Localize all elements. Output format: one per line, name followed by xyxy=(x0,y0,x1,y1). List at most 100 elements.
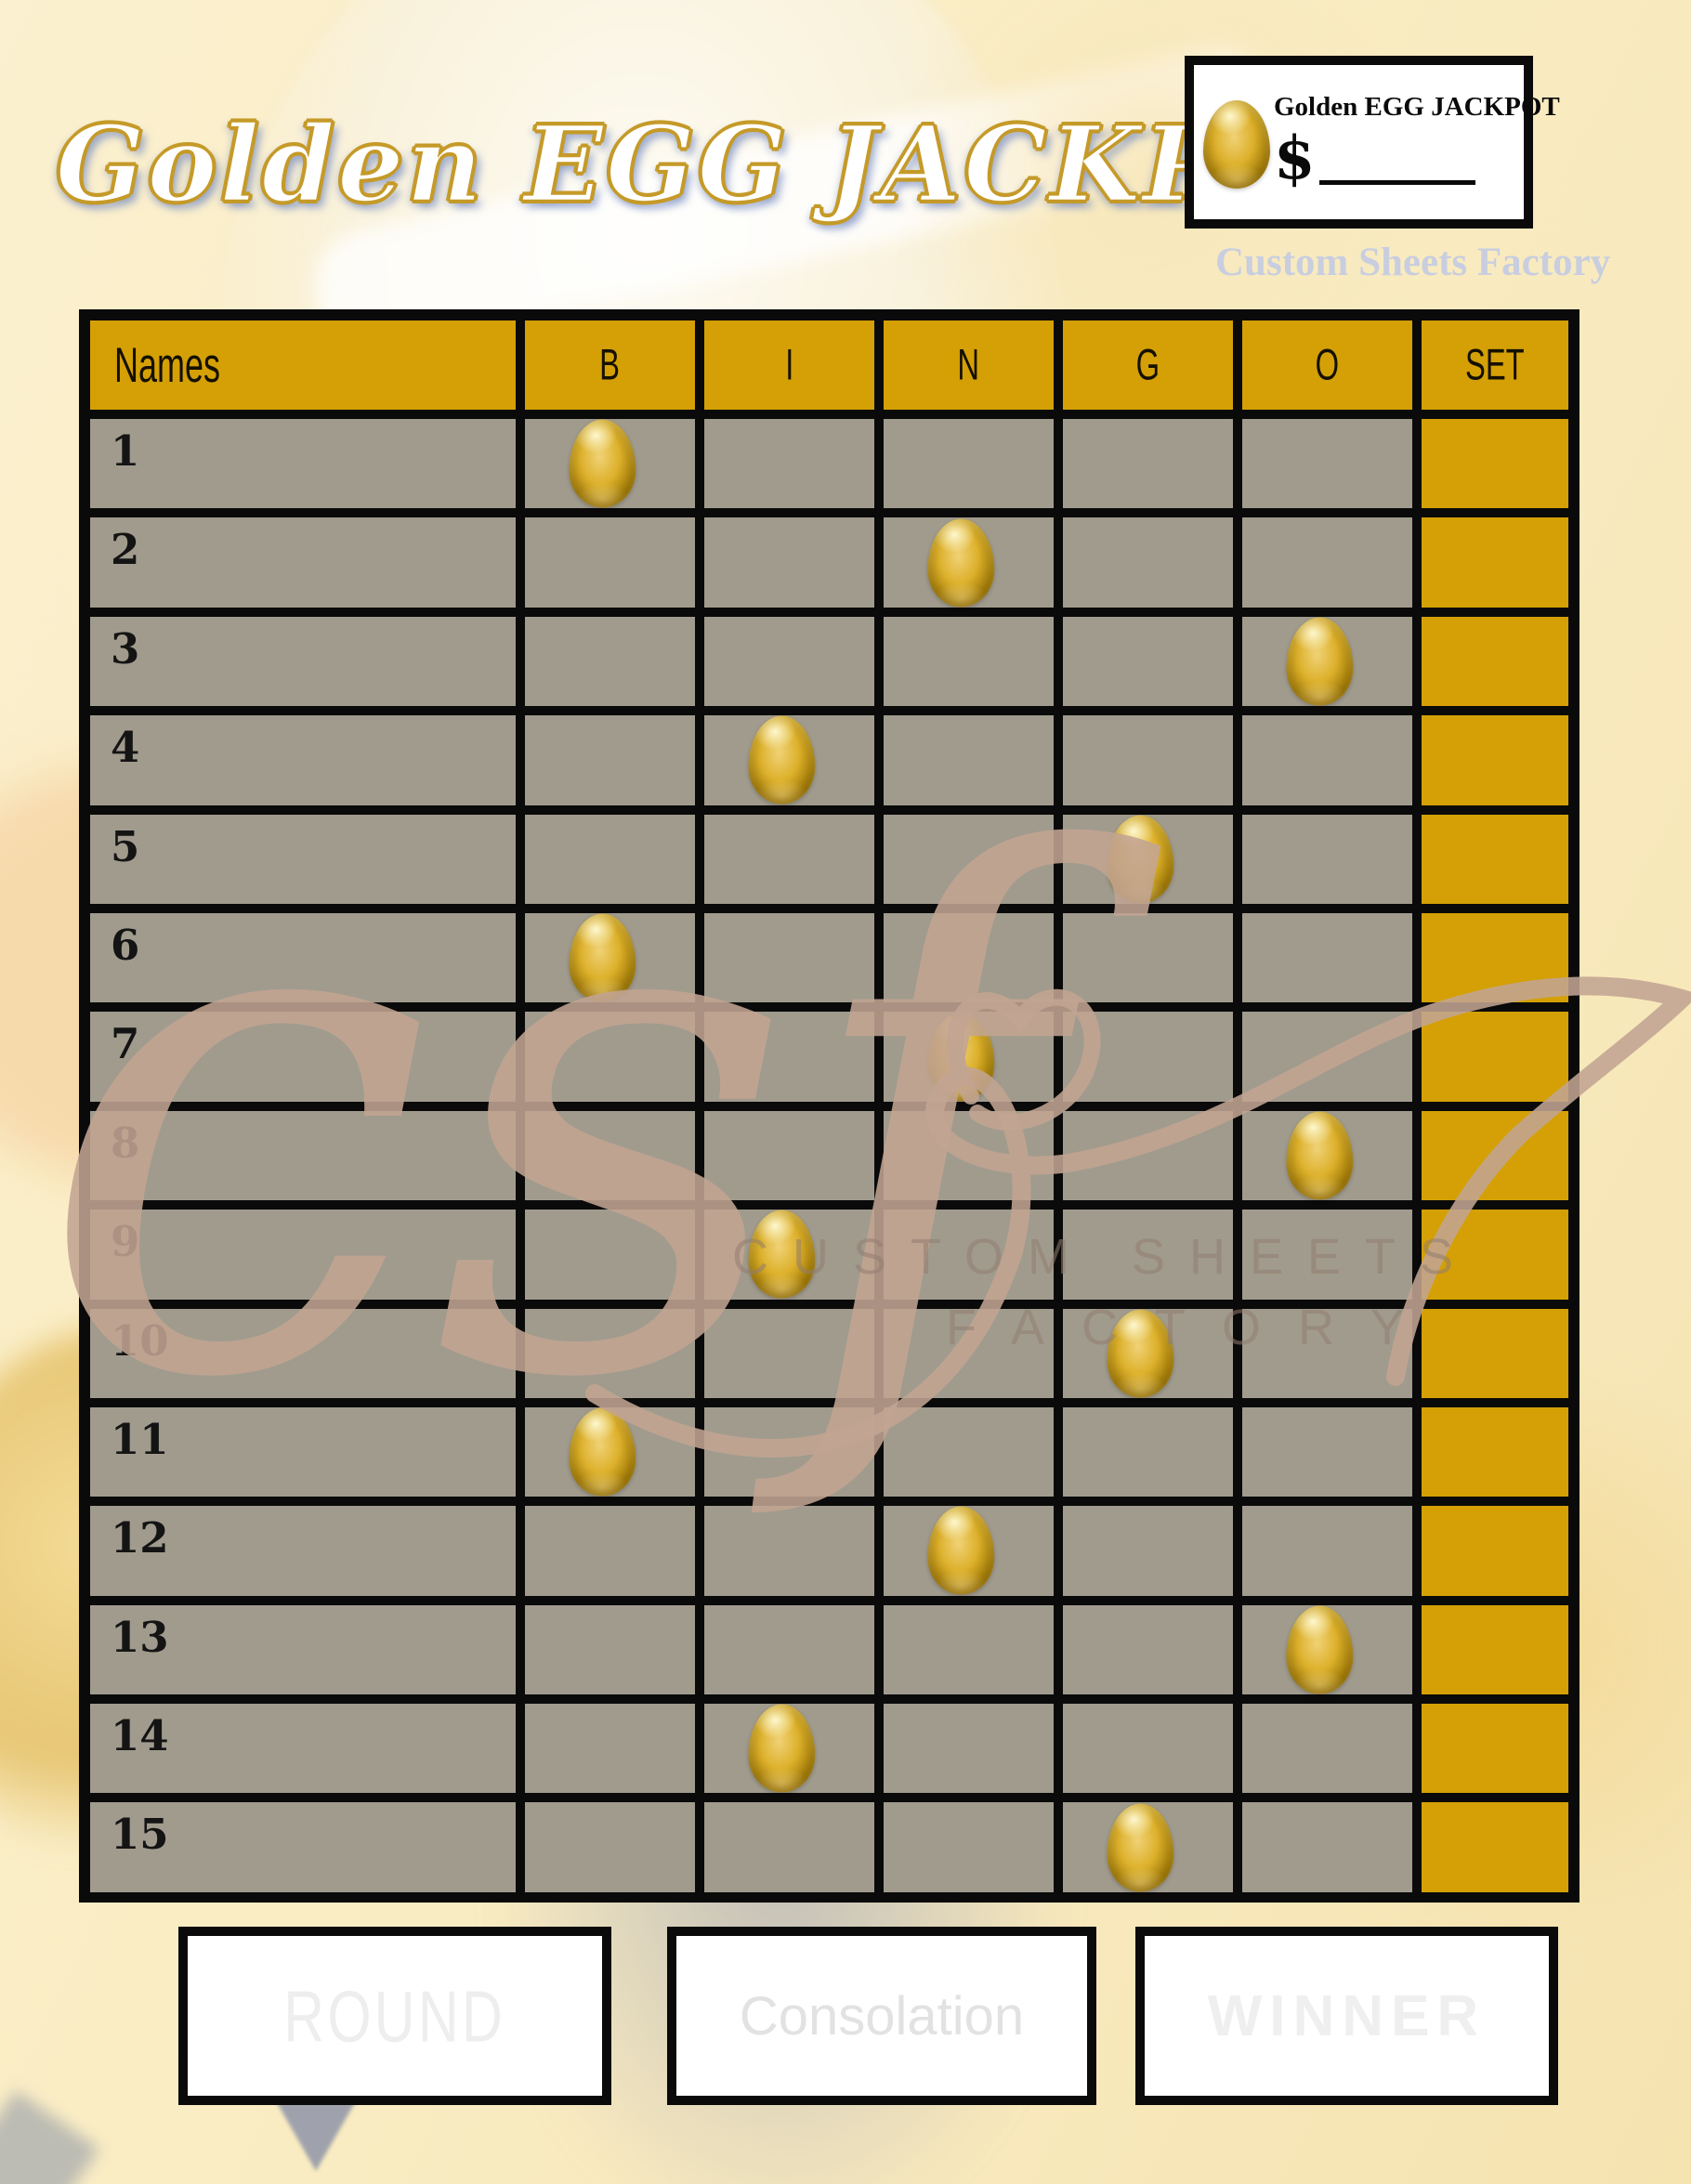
cell-row7-col-b[interactable] xyxy=(525,1012,695,1102)
cell-row14-col-i[interactable] xyxy=(704,1704,874,1794)
set-cell-row-7[interactable] xyxy=(1422,1012,1568,1102)
set-cell-row-5[interactable] xyxy=(1422,814,1568,904)
cell-row2-col-n[interactable] xyxy=(884,517,1054,608)
cell-row15-col-i[interactable] xyxy=(704,1802,874,1892)
cell-row11-col-o[interactable] xyxy=(1242,1406,1412,1497)
cell-row1-col-i[interactable] xyxy=(704,419,874,509)
cell-row2-col-g[interactable] xyxy=(1063,517,1233,608)
cell-row2-col-i[interactable] xyxy=(704,517,874,608)
cell-row11-col-g[interactable] xyxy=(1063,1406,1233,1497)
set-cell-row-9[interactable] xyxy=(1422,1210,1568,1300)
name-cell-row-13[interactable]: 13 xyxy=(90,1604,516,1695)
set-cell-row-3[interactable] xyxy=(1422,616,1568,707)
cell-row12-col-i[interactable] xyxy=(704,1506,874,1596)
cell-row6-col-n[interactable] xyxy=(884,912,1054,1003)
cell-row4-col-b[interactable] xyxy=(525,715,695,805)
cell-row8-col-i[interactable] xyxy=(704,1110,874,1201)
set-cell-row-6[interactable] xyxy=(1422,912,1568,1003)
cell-row12-col-n[interactable] xyxy=(884,1506,1054,1596)
cell-row10-col-b[interactable] xyxy=(525,1308,695,1398)
round-box[interactable]: ROUND xyxy=(178,1927,611,2105)
name-cell-row-14[interactable]: 14 xyxy=(90,1704,516,1794)
cell-row1-col-n[interactable] xyxy=(884,419,1054,509)
cell-row12-col-g[interactable] xyxy=(1063,1506,1233,1596)
cell-row10-col-g[interactable] xyxy=(1063,1308,1233,1398)
cell-row3-col-n[interactable] xyxy=(884,616,1054,707)
cell-row2-col-o[interactable] xyxy=(1242,517,1412,608)
name-cell-row-12[interactable]: 12 xyxy=(90,1506,516,1596)
cell-row14-col-g[interactable] xyxy=(1063,1704,1233,1794)
name-cell-row-6[interactable]: 6 xyxy=(90,912,516,1003)
cell-row15-col-g[interactable] xyxy=(1063,1802,1233,1892)
set-cell-row-8[interactable] xyxy=(1422,1110,1568,1201)
cell-row4-col-g[interactable] xyxy=(1063,715,1233,805)
set-cell-row-13[interactable] xyxy=(1422,1604,1568,1695)
cell-row9-col-b[interactable] xyxy=(525,1210,695,1300)
name-cell-row-5[interactable]: 5 xyxy=(90,814,516,904)
cell-row8-col-o[interactable] xyxy=(1242,1110,1412,1201)
consolation-box[interactable]: Consolation xyxy=(667,1927,1096,2105)
cell-row7-col-o[interactable] xyxy=(1242,1012,1412,1102)
set-cell-row-1[interactable] xyxy=(1422,419,1568,509)
cell-row3-col-i[interactable] xyxy=(704,616,874,707)
cell-row10-col-i[interactable] xyxy=(704,1308,874,1398)
name-cell-row-10[interactable]: 10 xyxy=(90,1308,516,1398)
set-cell-row-4[interactable] xyxy=(1422,715,1568,805)
cell-row8-col-b[interactable] xyxy=(525,1110,695,1201)
cell-row4-col-i[interactable] xyxy=(704,715,874,805)
set-cell-row-15[interactable] xyxy=(1422,1802,1568,1892)
cell-row14-col-b[interactable] xyxy=(525,1704,695,1794)
winner-box[interactable]: WINNER xyxy=(1135,1927,1558,2105)
name-cell-row-7[interactable]: 7 xyxy=(90,1012,516,1102)
cell-row13-col-i[interactable] xyxy=(704,1604,874,1695)
cell-row1-col-g[interactable] xyxy=(1063,419,1233,509)
cell-row4-col-o[interactable] xyxy=(1242,715,1412,805)
cell-row9-col-i[interactable] xyxy=(704,1210,874,1300)
cell-row9-col-o[interactable] xyxy=(1242,1210,1412,1300)
cell-row8-col-g[interactable] xyxy=(1063,1110,1233,1201)
cell-row12-col-o[interactable] xyxy=(1242,1506,1412,1596)
name-cell-row-4[interactable]: 4 xyxy=(90,715,516,805)
cell-row5-col-b[interactable] xyxy=(525,814,695,904)
cell-row6-col-g[interactable] xyxy=(1063,912,1233,1003)
cell-row3-col-o[interactable] xyxy=(1242,616,1412,707)
cell-row15-col-o[interactable] xyxy=(1242,1802,1412,1892)
cell-row5-col-n[interactable] xyxy=(884,814,1054,904)
cell-row9-col-g[interactable] xyxy=(1063,1210,1233,1300)
cell-row7-col-g[interactable] xyxy=(1063,1012,1233,1102)
name-cell-row-11[interactable]: 11 xyxy=(90,1406,516,1497)
cell-row11-col-i[interactable] xyxy=(704,1406,874,1497)
cell-row4-col-n[interactable] xyxy=(884,715,1054,805)
cell-row7-col-n[interactable] xyxy=(884,1012,1054,1102)
set-cell-row-12[interactable] xyxy=(1422,1506,1568,1596)
name-cell-row-2[interactable]: 2 xyxy=(90,517,516,608)
cell-row6-col-i[interactable] xyxy=(704,912,874,1003)
cell-row13-col-g[interactable] xyxy=(1063,1604,1233,1695)
cell-row3-col-g[interactable] xyxy=(1063,616,1233,707)
cell-row7-col-i[interactable] xyxy=(704,1012,874,1102)
name-cell-row-1[interactable]: 1 xyxy=(90,419,516,509)
name-cell-row-3[interactable]: 3 xyxy=(90,616,516,707)
cell-row15-col-b[interactable] xyxy=(525,1802,695,1892)
cell-row13-col-o[interactable] xyxy=(1242,1604,1412,1695)
cell-row1-col-b[interactable] xyxy=(525,419,695,509)
cell-row2-col-b[interactable] xyxy=(525,517,695,608)
cell-row9-col-n[interactable] xyxy=(884,1210,1054,1300)
cell-row6-col-o[interactable] xyxy=(1242,912,1412,1003)
set-cell-row-10[interactable] xyxy=(1422,1308,1568,1398)
name-cell-row-9[interactable]: 9 xyxy=(90,1210,516,1300)
cell-row10-col-o[interactable] xyxy=(1242,1308,1412,1398)
cell-row10-col-n[interactable] xyxy=(884,1308,1054,1398)
cell-row5-col-g[interactable] xyxy=(1063,814,1233,904)
cell-row14-col-n[interactable] xyxy=(884,1704,1054,1794)
cell-row8-col-n[interactable] xyxy=(884,1110,1054,1201)
name-cell-row-8[interactable]: 8 xyxy=(90,1110,516,1201)
cell-row13-col-b[interactable] xyxy=(525,1604,695,1695)
set-cell-row-11[interactable] xyxy=(1422,1406,1568,1497)
cell-row15-col-n[interactable] xyxy=(884,1802,1054,1892)
cell-row11-col-b[interactable] xyxy=(525,1406,695,1497)
cell-row12-col-b[interactable] xyxy=(525,1506,695,1596)
set-cell-row-2[interactable] xyxy=(1422,517,1568,608)
cell-row6-col-b[interactable] xyxy=(525,912,695,1003)
cell-row5-col-i[interactable] xyxy=(704,814,874,904)
